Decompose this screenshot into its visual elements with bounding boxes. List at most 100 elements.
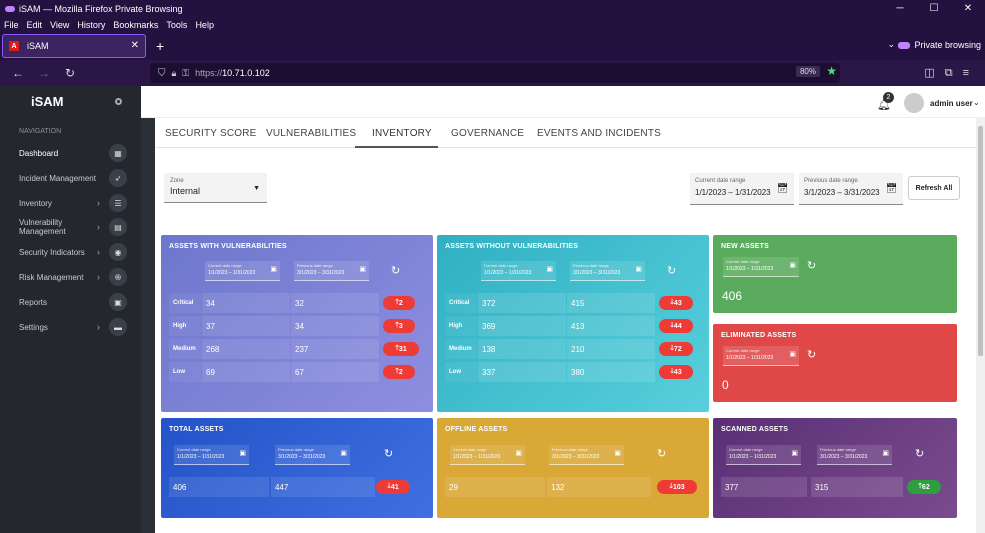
calendar-icon[interactable]: 📅︎ (885, 183, 897, 193)
menu-file[interactable]: File (4, 19, 19, 30)
menu-tools[interactable]: Tools (166, 19, 188, 30)
sidebar-item-dashboard[interactable]: Dashboard ▦ (0, 142, 141, 164)
change-badge-down: 🡓 43 (659, 296, 693, 310)
mini-date-value: 1/1/2023 – 1/31/2023 (208, 270, 256, 276)
card-previous-date[interactable]: Previous date range 3/1/2023 – 3/31/2023 ▣ (294, 261, 369, 281)
calendar-icon[interactable]: ▣ (614, 450, 621, 457)
tab-governance[interactable]: GOVERNANCE (451, 128, 525, 139)
refresh-icon[interactable]: ↻ (391, 265, 401, 277)
scrollbar-thumb[interactable] (978, 126, 983, 356)
extensions-icon[interactable]: ⧉ (944, 67, 963, 79)
tab-vulnerabilities[interactable]: VULNERABILITIES (266, 128, 357, 139)
close-window-button[interactable]: ✕ (963, 3, 973, 14)
tab-inventory[interactable]: INVENTORY (372, 128, 432, 139)
card-previous-date[interactable]: Previous date range 3/1/2023 – 3/31/2023 ▣ (817, 445, 892, 465)
url-bar[interactable]: ⛉ 🔒︎ ⚿ https://10.71.0.102 80% ★ (150, 63, 840, 83)
row-current: 69 (202, 362, 290, 382)
current-date-range-field[interactable]: Current date range 1/1/2023 – 1/31/2023 … (690, 173, 794, 205)
browser-tab-isam[interactable]: A iSAM ✕ (2, 34, 146, 58)
bookmark-star-icon[interactable]: ★ (826, 64, 837, 78)
card-current-date[interactable]: Current date range 1/1/2023 – 1/31/2023 ▣ (726, 445, 801, 465)
close-tab-icon[interactable]: ✕ (130, 40, 139, 51)
minimize-button[interactable]: ─ (896, 3, 904, 14)
mini-date-label: Current date range (208, 263, 242, 268)
calendar-icon[interactable]: ▣ (791, 450, 798, 457)
sidebar-item-inventory[interactable]: Inventory › ☰ (0, 192, 141, 214)
refresh-icon[interactable]: ↻ (384, 448, 394, 460)
refresh-icon[interactable]: ↻ (657, 448, 667, 460)
calendar-icon[interactable]: 📅︎ (776, 183, 788, 193)
calendar-icon[interactable]: ▣ (359, 266, 366, 273)
card-current-date[interactable]: Current date range 1/1/2023 – 1/31/2023 ▣ (174, 445, 249, 465)
menu-history[interactable]: History (77, 19, 106, 30)
card-title: ELIMINATED ASSETS (721, 332, 797, 339)
card-previous-date[interactable]: Previous date range 3/1/2023 – 3/31/2023 ▣ (549, 445, 624, 465)
sidebar-item-settings[interactable]: Settings › ▬ (0, 316, 141, 338)
zone-value: Internal (170, 186, 201, 196)
menu-view[interactable]: View (50, 19, 70, 30)
refresh-icon[interactable]: ↻ (807, 260, 817, 272)
mini-date-label: Current date range (177, 447, 211, 452)
menu-bookmarks[interactable]: Bookmarks (113, 19, 159, 30)
calendar-icon[interactable]: ▣ (882, 450, 889, 457)
chevron-down-icon[interactable]: ⌄ (973, 98, 980, 107)
refresh-all-button[interactable]: Refresh All (908, 176, 960, 200)
firefox-private-icon (5, 5, 15, 12)
card-title: ASSETS WITH VULNERABILITIES (169, 243, 287, 250)
calendar-icon[interactable]: ▣ (546, 266, 553, 273)
card-current-date[interactable]: Current date range 1/1/2023 – 1/31/2023 ▣ (450, 445, 525, 465)
card-previous-date[interactable]: Previous date range 3/1/2023 – 3/31/2023 ▣ (570, 261, 645, 281)
sidebar-item-label: Dashboard (19, 148, 59, 158)
calendar-icon[interactable]: ▣ (635, 266, 642, 273)
zoom-level[interactable]: 80% (795, 66, 820, 77)
card-current-date[interactable]: Current date range 1/1/2023 – 1/31/2023 ▣ (723, 257, 799, 277)
mini-date-start: 1/1/2023 (484, 270, 504, 276)
calendar-icon[interactable]: ▣ (340, 450, 347, 457)
user-name[interactable]: admin user (930, 99, 973, 108)
card-current-date[interactable]: Current date range 1/1/2023 – 1/31/2023 ▣ (723, 346, 799, 366)
new-tab-button[interactable]: + (156, 38, 165, 54)
forward-icon[interactable]: → (38, 66, 50, 80)
refresh-icon[interactable]: ↻ (667, 265, 677, 277)
calendar-icon[interactable]: ▣ (270, 266, 277, 273)
calendar-icon[interactable]: ▣ (515, 450, 522, 457)
card-previous-date[interactable]: Previous date range 3/1/2023 – 3/31/2023 ▣ (275, 445, 350, 465)
sidebar-item-risk-management[interactable]: Risk Management › ֍ (0, 266, 141, 288)
main-tabs: SECURITY SCORE VULNERABILITIES INVENTORY… (155, 118, 976, 148)
sidebar-item-incident-management[interactable]: Incident Management ➶ (0, 167, 141, 189)
refresh-icon[interactable]: ↻ (915, 448, 925, 460)
mini-date-start: 3/1/2023 (820, 454, 840, 460)
page-scrollbar[interactable] (976, 118, 985, 533)
change-value: 103 (672, 483, 685, 491)
mini-date-label: Previous date range (278, 447, 314, 452)
previous-date-range-field[interactable]: Previous date range 3/1/2023 – 3/31/2023… (799, 173, 903, 205)
target-icon: ◉ (109, 243, 127, 261)
avatar[interactable] (904, 93, 924, 113)
list-tabs-icon[interactable]: ⌄ (887, 39, 895, 49)
sidebar-item-reports[interactable]: Reports ▣ (0, 291, 141, 313)
mini-date-end: 1/31/2023 (751, 355, 774, 361)
menu-edit[interactable]: Edit (26, 19, 43, 30)
tab-security-score[interactable]: SECURITY SCORE (165, 128, 257, 139)
calendar-icon[interactable]: ▣ (789, 262, 796, 269)
back-icon[interactable]: ← (12, 66, 24, 80)
calendar-icon[interactable]: ▣ (239, 450, 246, 457)
sidebar-item-vulnerability-management[interactable]: Vulnerability Management › ▤ (0, 216, 141, 238)
pocket-icon[interactable]: ◫ (924, 67, 945, 79)
menu-help[interactable]: Help (195, 19, 214, 30)
refresh-icon[interactable]: ↻ (807, 349, 817, 361)
sidebar-item-security-indicators[interactable]: Security Indicators › ◉ (0, 241, 141, 263)
sidebar-toggle-icon[interactable] (115, 98, 122, 105)
reload-icon[interactable]: ↻ (64, 66, 76, 80)
url-scheme: https:// (195, 68, 223, 78)
card-current-date[interactable]: Current date range 1/1/2023 – 1/31/2023 ▣ (481, 261, 556, 281)
card-current-date[interactable]: Current date range 1/1/2023 – 1/31/2023 ▣ (205, 261, 280, 281)
hamburger-menu-icon[interactable]: ≡ (962, 67, 979, 79)
calendar-icon[interactable]: ▣ (789, 351, 796, 358)
table-row: High 37 34 🡑 3 (169, 316, 425, 336)
zone-select[interactable]: Zone Internal ▼ (164, 173, 267, 203)
maximize-button[interactable]: ☐ (929, 3, 939, 14)
tab-events-and-incidents[interactable]: EVENTS AND INCIDENTS (537, 128, 662, 139)
new-assets-value: 406 (722, 289, 743, 303)
brand-logo[interactable]: iSAM (31, 94, 64, 109)
